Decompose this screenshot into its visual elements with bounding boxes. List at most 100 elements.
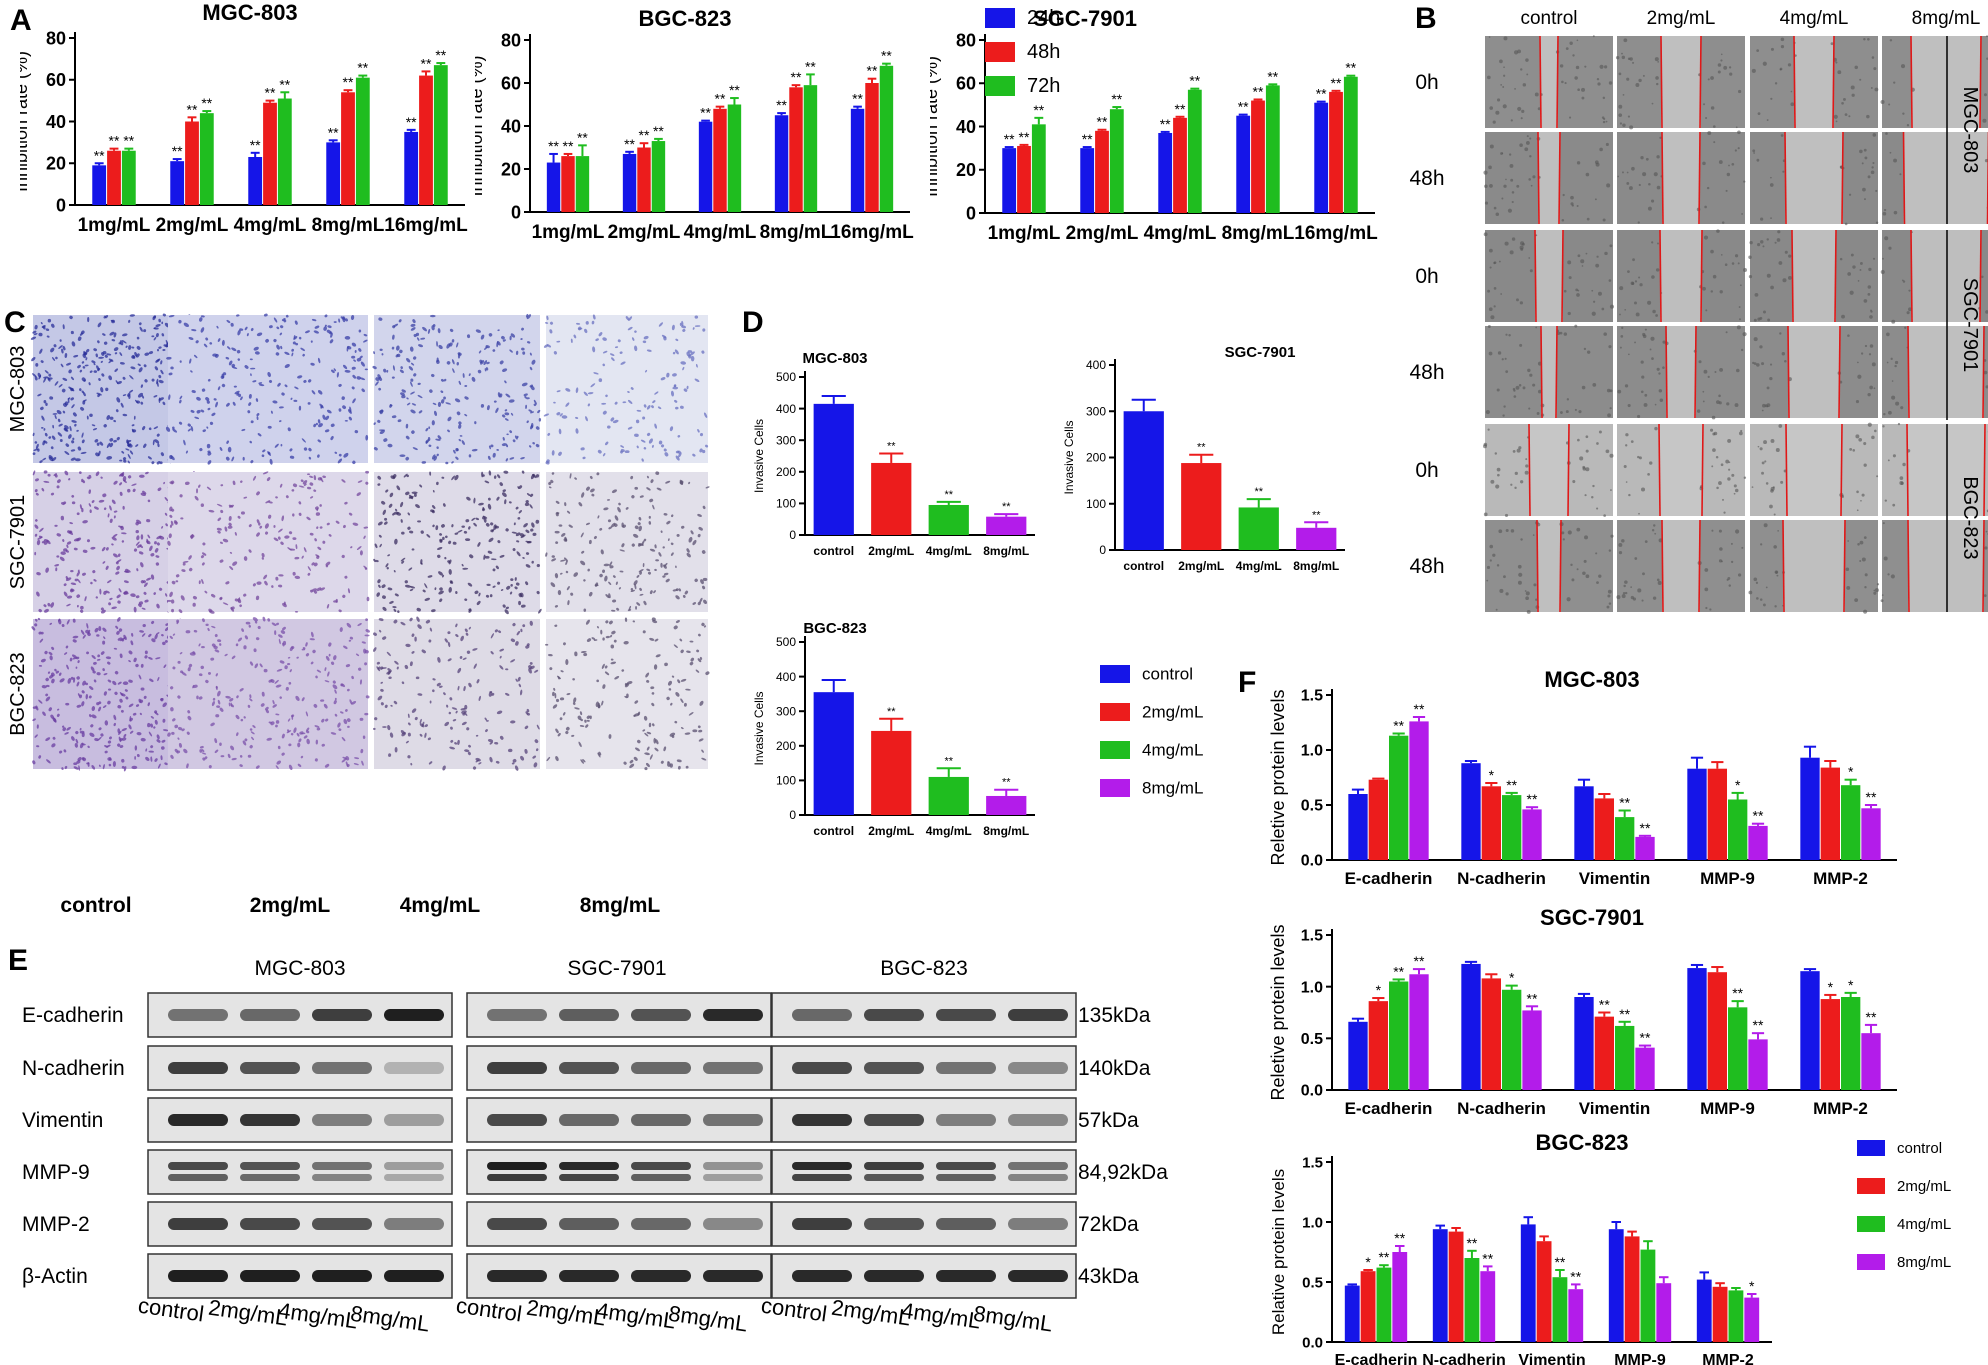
blot-strip: [771, 1149, 1077, 1195]
cell-speck: [1621, 594, 1626, 599]
stained-cell: [228, 522, 232, 527]
cell-speck: [1657, 242, 1659, 245]
stained-cell: [307, 572, 311, 576]
cell-speck: [1518, 572, 1523, 577]
stained-cell: [361, 388, 365, 393]
y-axis-label: Invasive Cells: [752, 419, 766, 493]
cell-speck: [1596, 581, 1599, 584]
stained-cell: [620, 361, 626, 365]
stained-cell: [303, 379, 307, 383]
cell-speck: [1602, 218, 1606, 222]
stained-cell: [79, 388, 82, 392]
stained-cell: [135, 530, 139, 534]
stained-cell: [378, 387, 382, 391]
stained-cell: [108, 375, 113, 381]
stained-cell: [687, 350, 693, 353]
stained-cell: [71, 501, 76, 505]
cell-speck: [1790, 102, 1795, 107]
stained-cell: [478, 350, 482, 354]
stained-cell: [457, 529, 463, 533]
column-label: 8mg/mL: [580, 894, 661, 917]
stained-cell: [698, 738, 704, 742]
stained-cell: [451, 475, 456, 481]
stained-cell: [277, 382, 281, 387]
protein-band: [240, 1162, 300, 1170]
cell-speck: [1867, 392, 1871, 397]
stained-cell: [609, 565, 614, 569]
cell-speck: [1508, 153, 1512, 156]
stained-cell: [111, 319, 115, 324]
cell-speck: [1502, 414, 1505, 417]
stained-cell: [363, 333, 368, 337]
cell-speck: [1594, 160, 1599, 165]
wound-edge-line: [1694, 325, 1697, 419]
stained-cell: [597, 752, 601, 758]
stained-cell: [419, 484, 423, 488]
stained-cell: [249, 440, 253, 444]
molecular-weight-label: 43kDa: [1078, 1265, 1139, 1288]
stained-cell: [604, 671, 610, 676]
stained-cell: [276, 760, 282, 765]
stained-cell: [278, 634, 283, 638]
cell-speck: [1561, 218, 1565, 222]
stained-cell: [179, 494, 183, 498]
stained-cell: [464, 385, 468, 387]
cell-speck: [1495, 608, 1498, 611]
cell-speck: [1659, 136, 1662, 139]
cell-speck: [1727, 477, 1731, 481]
stained-cell: [81, 507, 84, 513]
stained-cell: [695, 363, 698, 368]
bar-control: [1520, 1224, 1536, 1342]
cell-speck: [1761, 362, 1765, 366]
stained-cell: [345, 318, 348, 322]
wound-image: [1750, 35, 1879, 129]
lane-label: 8mg/mL: [349, 1301, 431, 1337]
stained-cell: [311, 318, 317, 322]
stained-cell: [164, 640, 168, 643]
stained-cell: [383, 438, 388, 442]
wound-edge-line: [1699, 35, 1702, 129]
cell-speck: [1522, 83, 1527, 87]
stained-cell: [501, 492, 507, 498]
stained-cell: [698, 729, 703, 733]
stained-cell: [450, 726, 453, 730]
stained-cell: [400, 557, 406, 562]
stained-cell: [408, 567, 413, 571]
stained-cell: [80, 605, 84, 610]
stained-cell: [219, 643, 222, 646]
cell-speck: [1621, 171, 1624, 174]
cell-speck: [1906, 311, 1910, 315]
stained-cell: [429, 700, 432, 704]
stained-cell: [93, 363, 96, 366]
stained-cell: [64, 732, 69, 735]
bar-72h: [433, 65, 448, 205]
stained-cell: [639, 593, 644, 596]
stained-cell: [473, 663, 477, 669]
stained-cell: [579, 711, 583, 716]
cell-speck: [1759, 598, 1763, 601]
stained-cell: [153, 426, 159, 430]
significance-mark: **: [1393, 963, 1404, 979]
cell-speck: [1650, 199, 1655, 203]
stained-cell: [40, 406, 44, 411]
bar-4mg/mL: [1841, 785, 1861, 860]
blot-strip: [466, 1097, 772, 1143]
significance-mark: *: [1749, 1278, 1755, 1294]
stained-cell: [578, 502, 583, 507]
stained-cell: [626, 681, 633, 685]
y-tick-label: 300: [776, 704, 796, 718]
stained-cell: [294, 320, 298, 325]
stained-cell: [119, 340, 124, 346]
stained-cell: [617, 506, 621, 513]
stained-cell: [449, 342, 453, 347]
stained-cell: [460, 707, 466, 711]
bar-8mg/mL: [1656, 1283, 1672, 1342]
bar-2mg/mL: [1594, 798, 1614, 860]
stained-cell: [515, 641, 519, 646]
stained-cell: [701, 622, 705, 627]
stained-cell: [143, 695, 147, 699]
wound-gap: [1908, 326, 1984, 418]
stained-cell: [51, 678, 55, 684]
cell-speck: [1638, 512, 1640, 515]
stained-cell: [165, 426, 171, 432]
